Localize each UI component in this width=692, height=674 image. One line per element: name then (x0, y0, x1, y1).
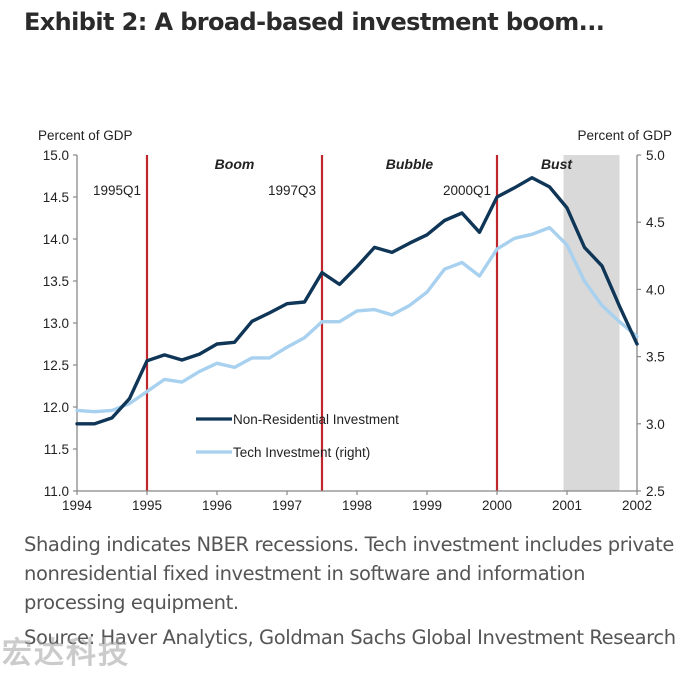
era-label: Bubble (386, 156, 434, 172)
right-axis-tick-label: 5.0 (646, 148, 665, 163)
left-axis-tick-label: 11.5 (44, 442, 69, 457)
chart-source: Source: Haver Analytics, Goldman Sachs G… (24, 626, 676, 649)
left-axis-tick-label: 13.0 (43, 316, 69, 331)
right-axis-label: Percent of GDP (577, 128, 672, 143)
left-axis-tick-label: 11.0 (44, 484, 69, 499)
legend-label-tech: Tech Investment (right) (233, 445, 370, 460)
watermark: 宏达科技 (2, 636, 130, 671)
left-axis-tick-label: 14.5 (43, 190, 69, 205)
right-axis-tick-label: 3.0 (646, 417, 665, 432)
left-axis-tick-label: 12.5 (43, 358, 69, 373)
period-marker-label: 1997Q3 (268, 183, 316, 198)
x-axis-tick-label: 2000 (482, 498, 512, 513)
series-line-tech (75, 225, 639, 414)
left-axis-tick-label: 13.5 (43, 274, 69, 289)
x-axis-tick-label: 1995 (132, 498, 162, 513)
left-axis-label: Percent of GDP (38, 128, 133, 143)
legend-label-non-residential: Non-Residential Investment (233, 412, 399, 427)
exhibit-title: Exhibit 2: A broad-based investment boom… (24, 8, 605, 36)
x-axis-tick-label: 1996 (202, 498, 232, 513)
right-axis-tick-label: 3.5 (646, 350, 665, 365)
chart-legend: Non-Residential Investment Tech Investme… (196, 412, 399, 460)
x-axis-tick-label: 1997 (272, 498, 302, 513)
period-marker-label: 2000Q1 (443, 183, 491, 198)
x-axis-tick-label: 2001 (552, 498, 582, 513)
series-line-non-residential (75, 175, 639, 426)
right-axis-tick-label: 4.5 (646, 215, 665, 230)
x-axis-tick-label: 2002 (622, 498, 652, 513)
era-label: Bust (541, 156, 573, 172)
left-axis-tick-label: 12.0 (43, 400, 69, 415)
x-axis-tick-label: 1999 (412, 498, 442, 513)
chart-caption: Shading indicates NBER recessions. Tech … (24, 533, 674, 614)
x-axis-tick-label: 1994 (62, 498, 93, 513)
investment-chart: 11.0 11.5 12.0 12.5 13.0 13.5 14.0 14.5 15.0 2.5 3… (38, 128, 672, 513)
era-label: Boom (215, 156, 255, 172)
right-axis-tick-label: 4.0 (646, 282, 665, 297)
x-axis-tick-label: 1998 (342, 498, 372, 513)
left-axis-tick-label: 14.0 (43, 232, 69, 247)
left-axis-tick-label: 15.0 (43, 148, 69, 163)
recession-shading (563, 155, 620, 491)
period-marker-label: 1995Q1 (93, 183, 141, 198)
right-axis-tick-label: 2.5 (646, 484, 665, 499)
